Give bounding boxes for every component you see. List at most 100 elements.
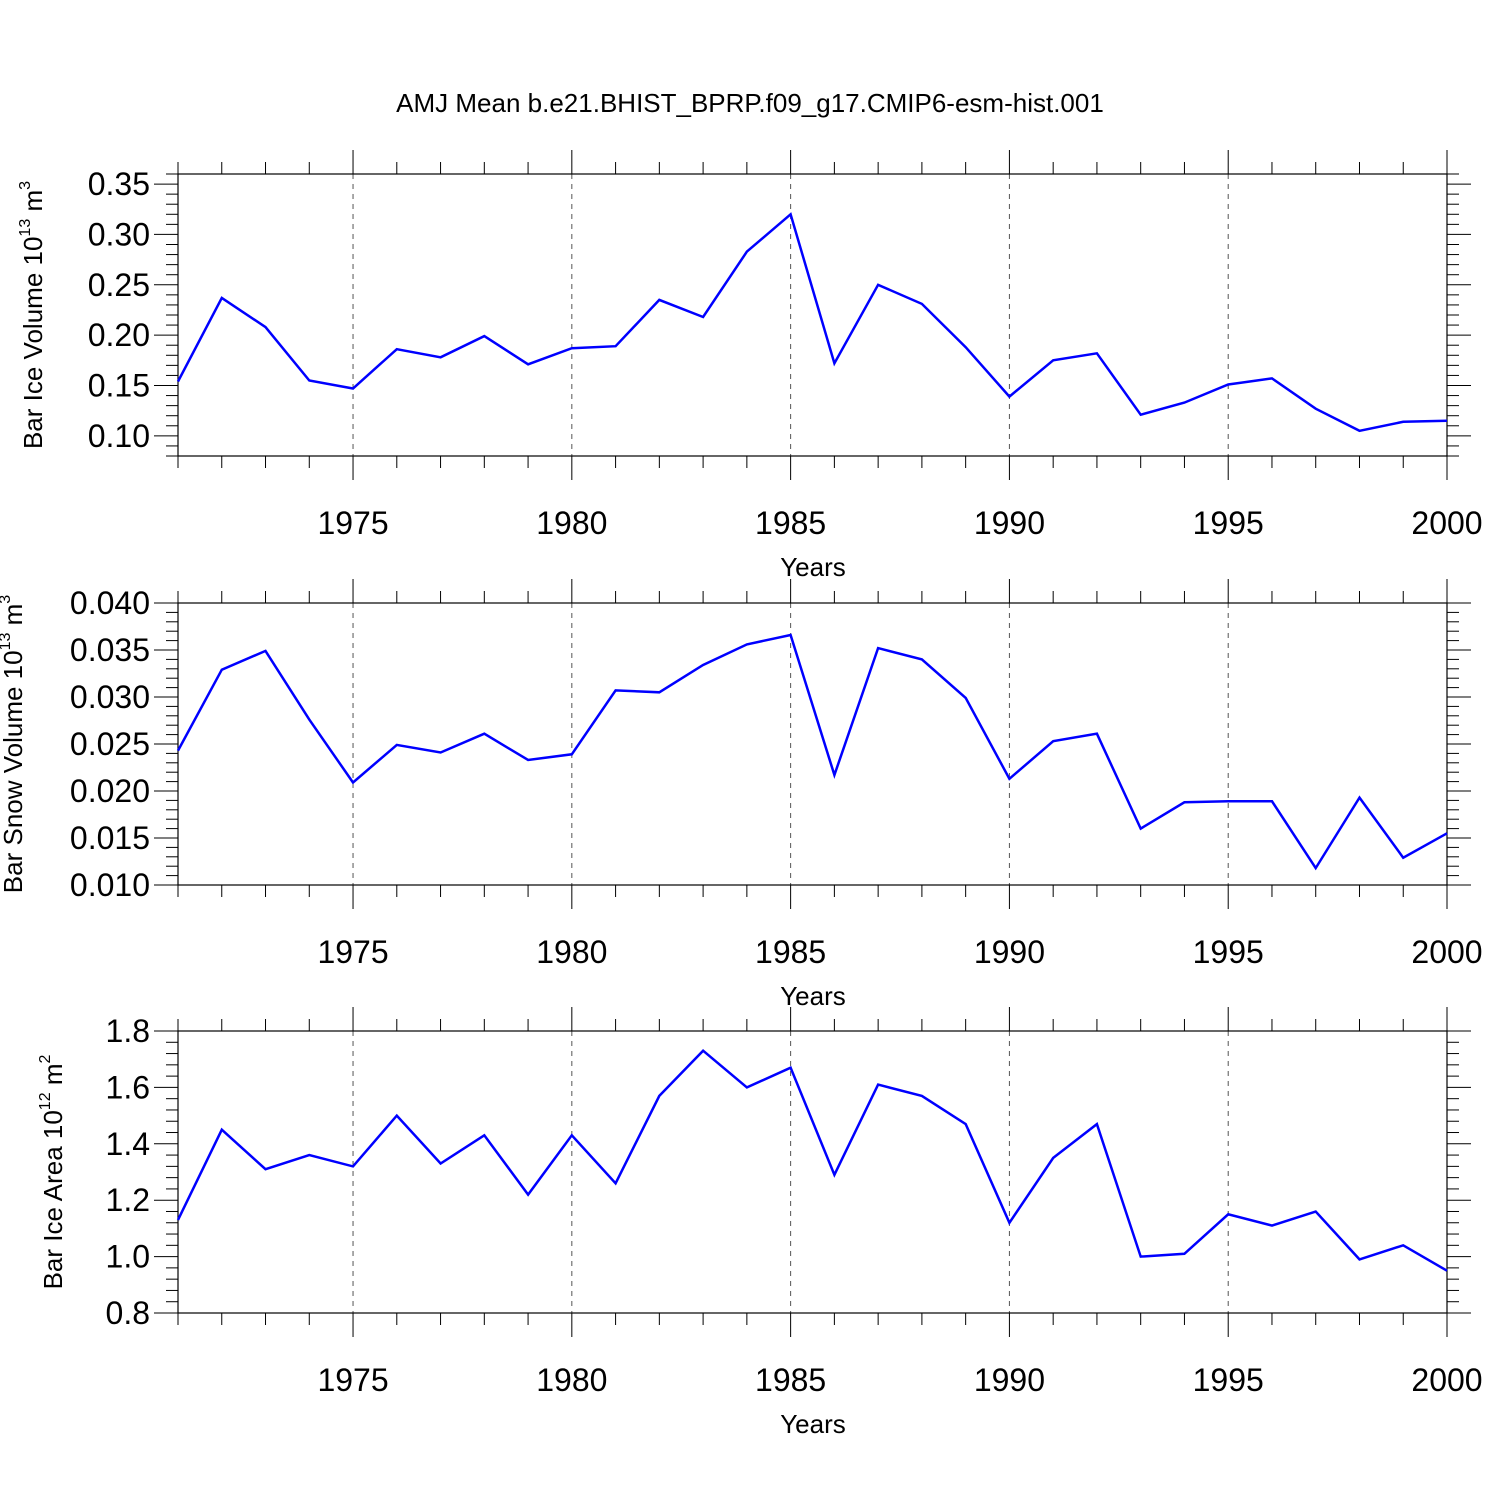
data-point — [614, 689, 616, 691]
plot-frame — [177, 1030, 1448, 1314]
data-point — [571, 347, 573, 349]
xtick-label: 1985 — [755, 505, 826, 541]
data-point — [1227, 800, 1229, 802]
xtick-label: 1995 — [1193, 934, 1264, 970]
plot-frame — [177, 173, 1448, 457]
data-point — [396, 1114, 398, 1116]
data-point — [264, 1168, 266, 1170]
y-axis-label: Bar Snow Volume 1013 m3 — [0, 595, 28, 894]
xtick-label: 1995 — [1193, 505, 1264, 541]
y-axis-label-superscript: 3 — [0, 595, 14, 604]
ytick-label: 0.25 — [88, 267, 150, 303]
data-point — [1139, 827, 1141, 829]
series-line — [176, 1048, 1448, 1272]
data-point — [483, 732, 485, 734]
y-axis-label-superscript: 13 — [0, 632, 14, 650]
xtick-label: 1985 — [755, 1362, 826, 1398]
ytick-label: 0.030 — [70, 679, 150, 715]
data-point — [789, 1066, 791, 1068]
xtick-label: 1990 — [974, 505, 1045, 541]
xtick-label: 1975 — [317, 1362, 388, 1398]
data-point — [1183, 801, 1185, 803]
data-point — [1446, 420, 1448, 422]
data-point — [1446, 1270, 1448, 1272]
data-point — [177, 749, 179, 751]
data-point — [264, 650, 266, 652]
xtick-label: 2000 — [1411, 934, 1482, 970]
data-point — [308, 379, 310, 381]
data-point — [1096, 732, 1098, 734]
xtick-label: 1975 — [317, 505, 388, 541]
data-point — [1358, 796, 1360, 798]
data-point — [396, 744, 398, 746]
xtick-label: 1980 — [536, 1362, 607, 1398]
data-point — [221, 1129, 223, 1131]
xtick-label: 2000 — [1411, 505, 1482, 541]
y-axis-label-part: Bar Ice Area 10 — [38, 1110, 68, 1289]
data-point — [702, 316, 704, 318]
data-point — [658, 691, 660, 693]
y-axis-label-superscript: 3 — [17, 181, 34, 190]
data-point — [1008, 1222, 1010, 1224]
data-point — [746, 643, 748, 645]
data-point — [1315, 867, 1317, 869]
plot-frame — [177, 602, 1448, 886]
data-point — [964, 697, 966, 699]
ytick-label: 0.35 — [88, 166, 150, 202]
y-axis-label: Bar Ice Volume 1013 m3 — [17, 181, 48, 449]
data-point — [483, 1134, 485, 1136]
data-point — [1402, 421, 1404, 423]
series-line — [176, 633, 1448, 871]
y-axis-label-part: Bar Snow Volume 10 — [0, 650, 28, 893]
data-point — [527, 363, 529, 365]
panels: 0.10 0.15 0.20 0.25 0.30 0.35 1975 1980 1985 1990… — [0, 150, 1483, 1439]
y-axis-label-superscript: 12 — [37, 1092, 54, 1110]
ytick-label: 1.6 — [106, 1069, 150, 1105]
xtick-label: 1980 — [536, 934, 607, 970]
data-point — [1139, 1255, 1141, 1257]
data-point — [1358, 1258, 1360, 1260]
y-axis-label-superscript: 2 — [37, 1054, 54, 1063]
panel-3: 0.8 1.0 1.2 1.4 1.6 1.8 1975 1980 1985 1990 1995 20… — [37, 1007, 1483, 1439]
data-point — [483, 335, 485, 337]
data-point — [1227, 383, 1229, 385]
data-point — [833, 362, 835, 364]
data-point — [264, 326, 266, 328]
y-axis-label-part: m — [0, 604, 28, 633]
data-point — [1183, 1253, 1185, 1255]
ytick-label: 1.8 — [106, 1013, 150, 1049]
ytick-label: 1.0 — [106, 1239, 150, 1275]
data-point — [921, 1095, 923, 1097]
data-point — [1183, 401, 1185, 403]
data-point — [789, 213, 791, 215]
x-axis-label: Years — [780, 1409, 846, 1439]
data-point — [1096, 1123, 1098, 1125]
data-point — [1271, 377, 1273, 379]
data-point — [833, 1174, 835, 1176]
data-point — [1402, 857, 1404, 859]
data-point — [308, 718, 310, 720]
data-point — [527, 759, 529, 761]
data-point — [1052, 359, 1054, 361]
data-point — [1358, 430, 1360, 432]
xtick-label: 1995 — [1193, 1362, 1264, 1398]
data-point — [833, 774, 835, 776]
ytick-label: 0.015 — [70, 820, 150, 856]
ytick-label: 0.035 — [70, 632, 150, 668]
data-point — [1446, 832, 1448, 834]
ytick-label: 0.020 — [70, 773, 150, 809]
xtick-label: 1990 — [974, 1362, 1045, 1398]
data-point — [221, 669, 223, 671]
ytick-label: 0.15 — [88, 368, 150, 404]
data-point — [1227, 1213, 1229, 1215]
data-point — [396, 348, 398, 350]
ytick-label: 0.30 — [88, 216, 150, 252]
data-point — [221, 297, 223, 299]
data-point — [352, 387, 354, 389]
data-point — [746, 250, 748, 252]
data-point — [1052, 1157, 1054, 1159]
data-point — [439, 356, 441, 358]
data-point — [921, 303, 923, 305]
data-point — [177, 380, 179, 382]
data-point — [1008, 778, 1010, 780]
